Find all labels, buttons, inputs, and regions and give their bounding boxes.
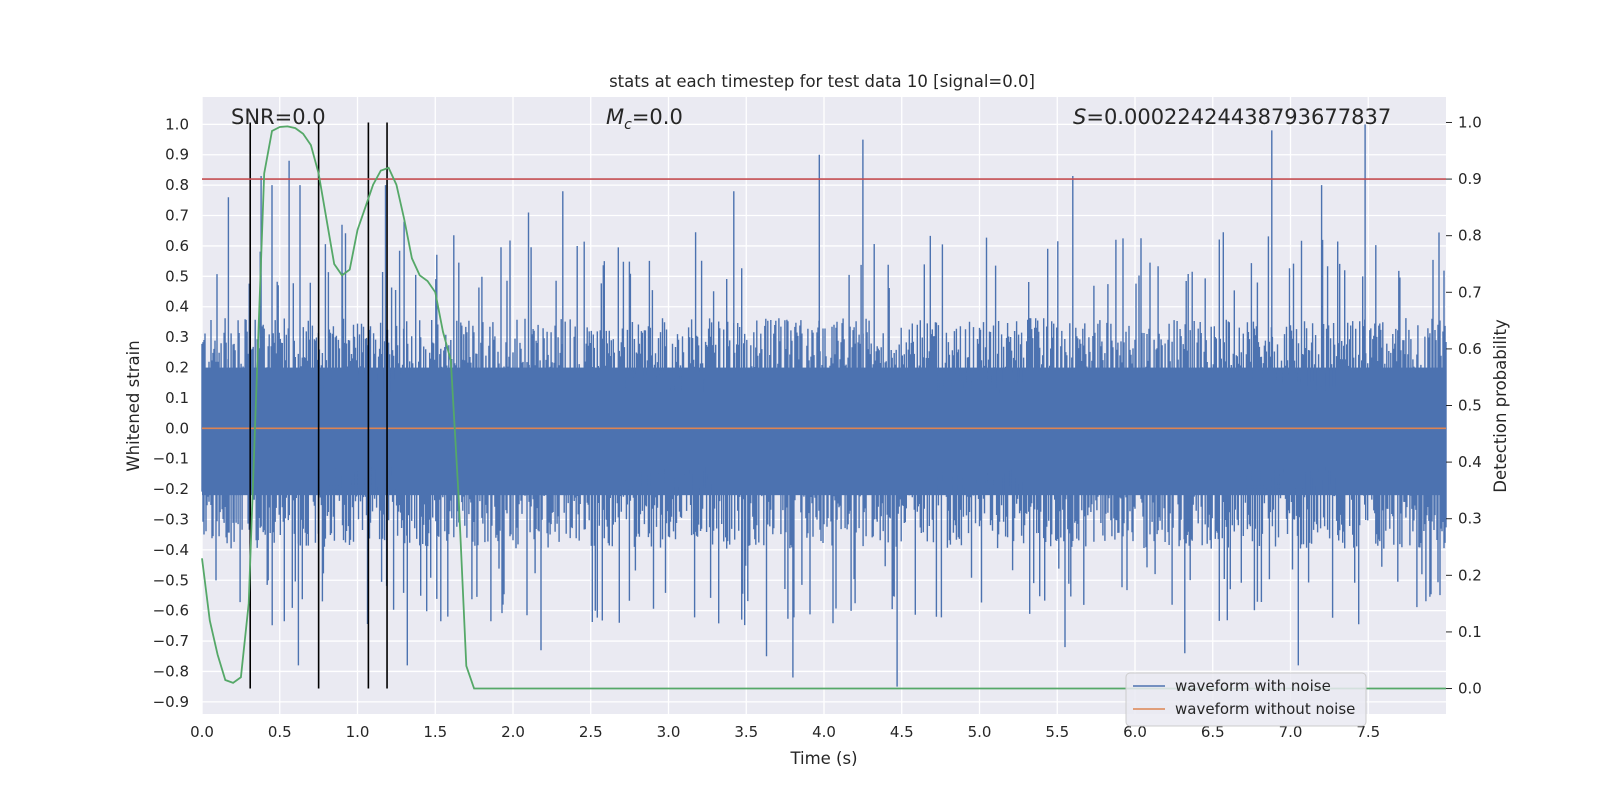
x-tick-label: 4.0 [812, 723, 836, 741]
y-tick-label: 0.9 [165, 146, 189, 164]
y-tick-label: −0.2 [153, 480, 189, 498]
y2-tick-label: 0.6 [1458, 340, 1482, 358]
y2-tick-label: 0.9 [1458, 170, 1482, 188]
y-tick-label: 0.1 [165, 389, 189, 407]
legend-box [1125, 672, 1367, 727]
y-tick-label: 0.3 [165, 328, 189, 346]
statistic-symbol: S [1073, 105, 1086, 129]
probability-trace [201, 125, 1446, 690]
x-tick-label: 3.0 [657, 723, 681, 741]
snr-annotation: SNR=0.0 [231, 105, 326, 129]
chart-title: stats at each timestep for test data 10 … [609, 72, 1035, 91]
series-detection-probability [201, 125, 1446, 690]
x-tick-label: 7.0 [1279, 723, 1303, 741]
y2-tick-label: 0.8 [1458, 227, 1482, 245]
y-tick-label: −0.8 [153, 662, 189, 680]
y2-tick-label: 0.4 [1458, 453, 1482, 471]
chirp-mass-symbol: M [606, 105, 624, 129]
y-tick-label: 1.0 [165, 115, 189, 133]
x-axis-ticks: 0.0 0.5 1.0 1.5 2.0 2.5 3.0 3.5 4.0 4.5 5.0 5.5 6.0 6… [190, 723, 1380, 741]
x-tick-label: 4.5 [890, 723, 914, 741]
y2-tick-label: 0.5 [1458, 397, 1482, 415]
x-tick-label: 0.0 [190, 723, 214, 741]
x-tick-label: 3.5 [734, 723, 758, 741]
y-tick-label: −0.9 [153, 693, 189, 711]
y2-axis-ticks: 1.0 0.9 0.8 0.7 0.6 0.5 0.4 0.3 0.2 0.1 0.0 [1446, 113, 1482, 698]
y-tick-label: 0.0 [165, 419, 189, 437]
y-tick-label: −0.5 [153, 571, 189, 589]
statistic-value: =0.00022424438793677837 [1086, 105, 1391, 129]
y2-axis-label: Detection probability [1491, 319, 1510, 493]
x-tick-label: 6.0 [1123, 723, 1147, 741]
y-tick-label: 0.5 [165, 267, 189, 285]
y-tick-label: 0.6 [165, 237, 189, 255]
x-tick-label: 1.5 [423, 723, 447, 741]
x-axis-label: Time (s) [789, 749, 857, 768]
x-tick-label: 5.0 [968, 723, 992, 741]
y2-tick-label: 0.2 [1458, 566, 1482, 584]
event-lines [249, 122, 388, 689]
chirp-mass-annotation: Mc=0.0 [606, 105, 683, 133]
x-tick-label: 2.0 [501, 723, 525, 741]
legend-label-noise: waveform with noise [1175, 677, 1331, 695]
x-tick-label: 0.5 [268, 723, 292, 741]
chirp-mass-subscript: c [624, 117, 632, 133]
statistic-annotation: S=0.00022424438793677837 [1073, 105, 1391, 129]
legend-label-clean: waveform without noise [1175, 700, 1355, 718]
x-tick-label: 2.5 [579, 723, 603, 741]
chirp-mass-value: =0.0 [632, 105, 683, 129]
y-tick-label: 0.2 [165, 359, 189, 377]
y-axis-label: Whitened strain [124, 340, 143, 471]
legend: waveform with noise waveform without noi… [1125, 672, 1367, 727]
y-tick-label: −0.1 [153, 450, 189, 468]
y-tick-label: −0.6 [153, 602, 189, 620]
y2-tick-label: 0.3 [1458, 510, 1482, 528]
x-tick-label: 6.5 [1201, 723, 1225, 741]
y-tick-label: −0.3 [153, 510, 189, 528]
y-tick-label: −0.4 [153, 541, 189, 559]
x-tick-label: 7.5 [1356, 723, 1380, 741]
y-tick-label: −0.7 [153, 632, 189, 650]
y2-tick-label: 1.0 [1458, 113, 1482, 131]
y2-tick-label: 0.7 [1458, 283, 1482, 301]
y2-tick-label: 0.0 [1458, 680, 1482, 698]
y-tick-label: 0.8 [165, 176, 189, 194]
y-axis-ticks: 1.0 0.9 0.8 0.7 0.6 0.5 0.4 0.3 0.2 0.1 0.0 −0.1 −0.… [153, 115, 189, 710]
y-tick-label: 0.4 [165, 298, 189, 316]
y-tick-label: 0.7 [165, 207, 189, 225]
y2-tick-label: 0.1 [1458, 623, 1482, 641]
series-waveform-with-noise [201, 124, 1447, 687]
x-tick-label: 5.5 [1045, 723, 1069, 741]
x-tick-label: 1.0 [346, 723, 370, 741]
